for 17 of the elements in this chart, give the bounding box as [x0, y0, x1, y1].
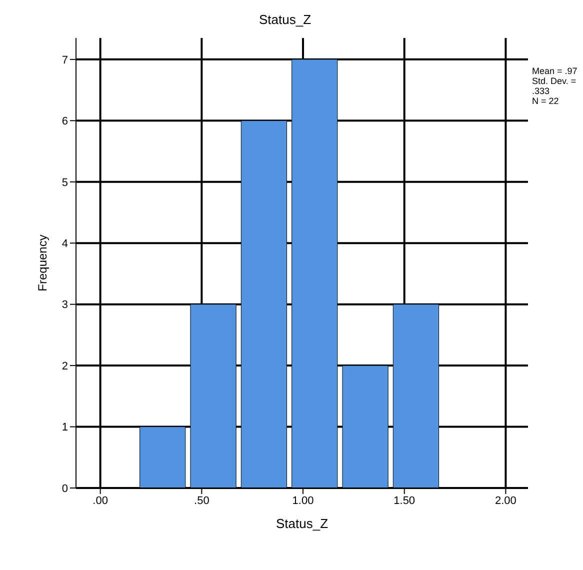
y-tick-label: 7: [62, 54, 68, 66]
text: Mean = .97 Std. Dev. = .333 N = 22: [532, 66, 578, 106]
y-tick-label: 4: [62, 238, 68, 250]
x-tick-label: 1.50: [394, 494, 416, 507]
y-tick-label: 3: [62, 299, 68, 312]
y-tick-label: 1: [62, 422, 68, 434]
x-tick-label: 2.00: [494, 494, 516, 507]
x-tick-label: .50: [194, 494, 210, 507]
x-tick-label: .00: [92, 494, 108, 507]
x-tick-label: 1.00: [292, 494, 314, 507]
y-tick-label: 0: [62, 482, 68, 495]
chart-title: Status_Z: [258, 12, 312, 27]
x-axis-title: Status_Z: [276, 516, 328, 531]
y-axis-title: Frequency: [35, 234, 50, 292]
y-tick-label: 2: [62, 360, 68, 372]
y-tick-label: 6: [62, 116, 68, 128]
y-tick-label: 5: [62, 176, 68, 189]
